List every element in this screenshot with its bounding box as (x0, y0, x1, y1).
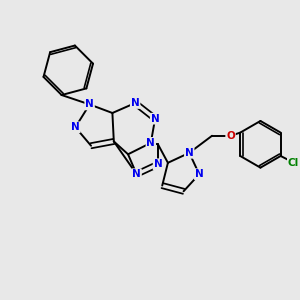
Text: N: N (131, 98, 140, 108)
Text: O: O (226, 131, 235, 141)
Text: N: N (71, 122, 80, 132)
Text: N: N (154, 159, 162, 169)
Text: N: N (195, 169, 204, 179)
Text: Cl: Cl (288, 158, 299, 168)
Text: N: N (185, 148, 194, 158)
Text: N: N (132, 169, 141, 179)
Text: N: N (151, 114, 160, 124)
Text: N: N (85, 99, 94, 110)
Text: N: N (146, 138, 155, 148)
